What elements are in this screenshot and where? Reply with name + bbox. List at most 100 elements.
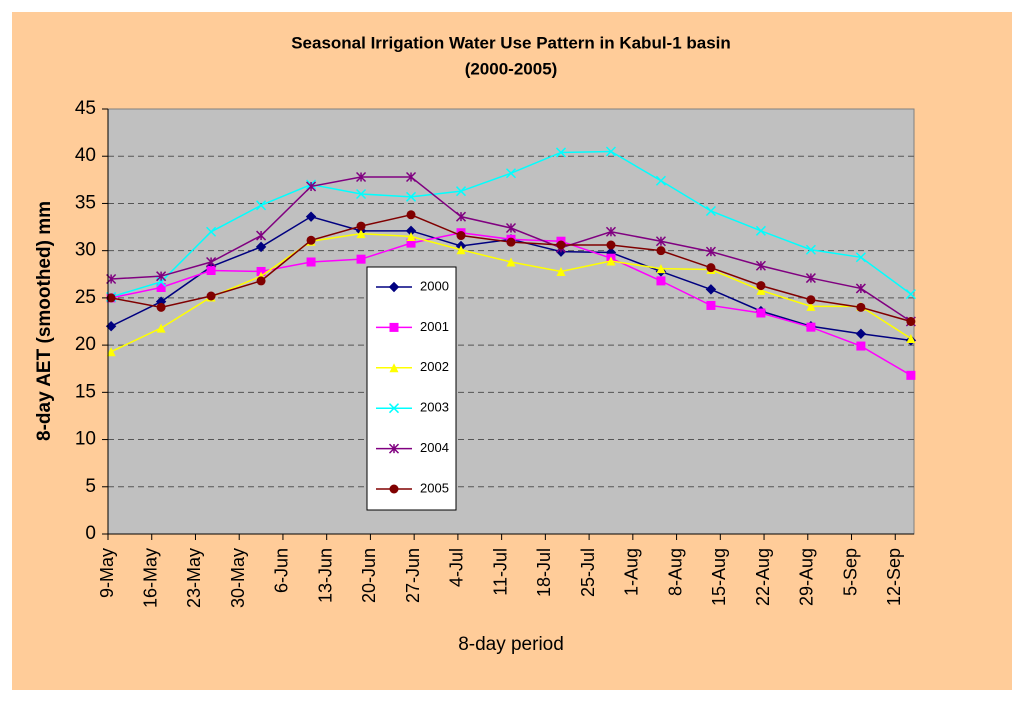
y-tick-label: 45 bbox=[75, 98, 96, 119]
legend-label: 2002 bbox=[420, 359, 449, 374]
y-tick-label: 0 bbox=[85, 523, 96, 544]
marker bbox=[389, 322, 399, 332]
marker bbox=[556, 240, 566, 250]
x-tick-label: 25-Jul bbox=[578, 548, 598, 597]
marker bbox=[555, 147, 567, 158]
y-tick-label: 5 bbox=[85, 476, 96, 497]
marker bbox=[156, 302, 166, 312]
y-tick-label: 10 bbox=[75, 429, 96, 450]
marker bbox=[256, 230, 267, 241]
marker bbox=[906, 370, 916, 380]
marker bbox=[855, 283, 866, 294]
marker bbox=[706, 263, 716, 273]
marker bbox=[605, 146, 616, 157]
marker bbox=[356, 229, 366, 239]
marker bbox=[905, 289, 916, 300]
marker bbox=[406, 232, 416, 241]
marker bbox=[756, 281, 766, 291]
marker bbox=[306, 257, 316, 267]
marker bbox=[156, 283, 166, 292]
chart-title: Seasonal Irrigation Water Use Pattern in… bbox=[291, 33, 731, 52]
marker bbox=[389, 484, 399, 494]
marker bbox=[756, 285, 766, 295]
marker bbox=[305, 211, 317, 222]
y-tick-label: 40 bbox=[75, 145, 96, 166]
x-tick-label: 11-Jul bbox=[490, 548, 510, 596]
marker bbox=[805, 273, 816, 284]
marker bbox=[656, 264, 666, 274]
x-tick-label: 4-Jul bbox=[447, 548, 467, 587]
chart-subtitle: (2000-2005) bbox=[465, 59, 558, 78]
marker bbox=[706, 300, 716, 310]
marker bbox=[206, 266, 216, 275]
marker bbox=[356, 221, 366, 231]
x-tick-label: 22-Aug bbox=[753, 548, 773, 606]
marker bbox=[655, 175, 666, 186]
x-tick-label: 12-Sep bbox=[884, 548, 904, 606]
marker bbox=[606, 256, 616, 266]
x-tick-label: 1-Aug bbox=[622, 548, 642, 596]
marker bbox=[855, 328, 867, 339]
legend-label: 2005 bbox=[420, 480, 449, 495]
marker bbox=[406, 191, 417, 202]
marker bbox=[388, 281, 400, 293]
marker bbox=[456, 231, 466, 241]
marker bbox=[705, 284, 717, 295]
y-tick-label: 20 bbox=[75, 334, 96, 355]
marker bbox=[856, 302, 866, 312]
marker bbox=[156, 323, 166, 333]
marker bbox=[506, 237, 516, 247]
marker bbox=[805, 244, 816, 255]
legend-label: 2003 bbox=[420, 400, 449, 415]
marker bbox=[606, 240, 616, 250]
marker bbox=[806, 301, 816, 311]
y-tick-label: 15 bbox=[75, 381, 96, 402]
marker bbox=[455, 186, 467, 197]
x-tick-label: 13-Jun bbox=[315, 548, 335, 603]
marker bbox=[605, 226, 616, 237]
y-axis-label: 8-day AET (smoothed) mm bbox=[34, 201, 55, 441]
series-group bbox=[105, 146, 917, 380]
marker bbox=[255, 241, 267, 253]
marker bbox=[156, 271, 167, 282]
x-tick-label: 16-May bbox=[140, 548, 160, 608]
marker bbox=[505, 222, 517, 234]
marker bbox=[106, 347, 116, 357]
grid bbox=[108, 155, 914, 488]
y-tick-label: 25 bbox=[75, 287, 96, 308]
marker bbox=[106, 293, 116, 303]
plot-area bbox=[107, 108, 915, 535]
marker bbox=[306, 235, 316, 245]
x-axis-label: 8-day period bbox=[458, 634, 564, 655]
x-tick-label: 9-May bbox=[97, 548, 117, 598]
marker bbox=[206, 291, 216, 301]
marker bbox=[356, 171, 367, 183]
marker bbox=[406, 171, 417, 183]
marker bbox=[756, 308, 766, 318]
marker bbox=[389, 363, 399, 373]
marker bbox=[755, 225, 766, 236]
legend-box bbox=[366, 266, 457, 511]
legend-label: 2000 bbox=[420, 278, 449, 293]
y-tick-label: 30 bbox=[75, 240, 96, 261]
marker bbox=[556, 266, 566, 276]
x-tick-label: 5-Sep bbox=[840, 548, 860, 596]
marker bbox=[206, 256, 217, 268]
marker bbox=[406, 238, 416, 248]
marker bbox=[906, 334, 916, 343]
x-tick-label: 30-May bbox=[228, 548, 248, 608]
marker bbox=[506, 257, 516, 267]
marker bbox=[206, 226, 217, 237]
x-tick-label: 6-Jun bbox=[272, 548, 292, 593]
marker bbox=[388, 443, 400, 454]
marker bbox=[455, 211, 467, 222]
marker bbox=[356, 188, 367, 200]
x-tick-label: 29-Aug bbox=[797, 548, 817, 606]
marker bbox=[256, 200, 267, 211]
marker bbox=[806, 322, 816, 332]
marker bbox=[856, 341, 866, 351]
marker bbox=[655, 236, 666, 247]
x-tick-label: 23-May bbox=[184, 548, 204, 608]
x-tick-label: 27-Jun bbox=[403, 548, 423, 603]
marker bbox=[456, 245, 466, 255]
